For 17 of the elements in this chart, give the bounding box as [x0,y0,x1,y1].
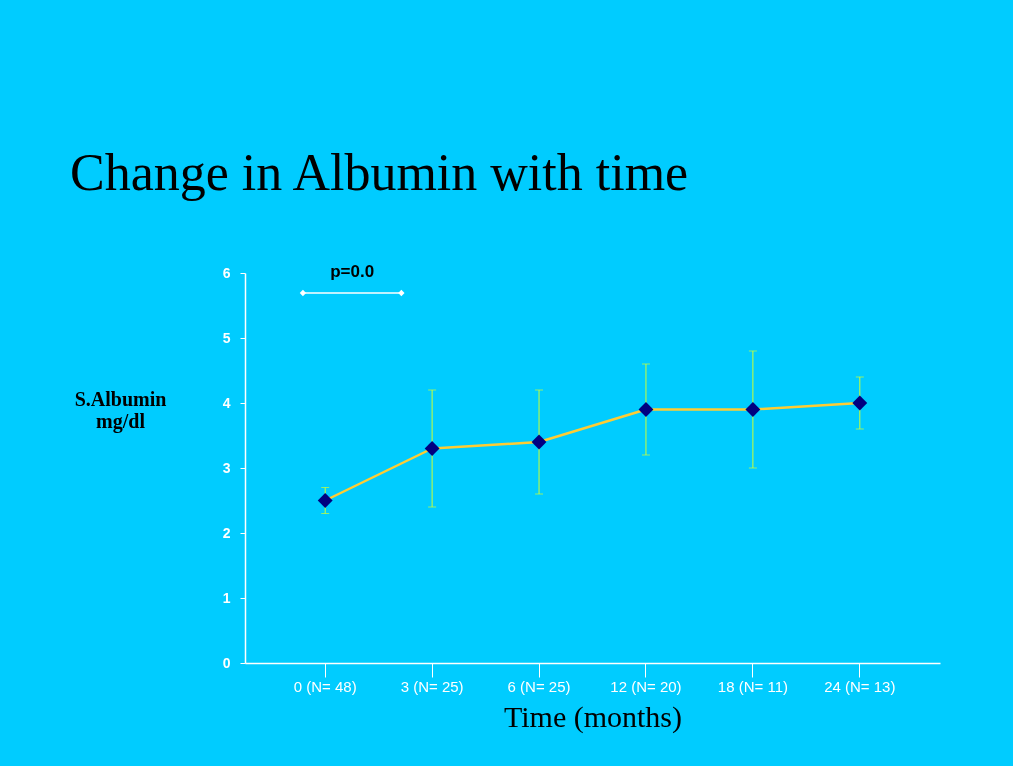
x-tick-label: 6 (N= 25) [507,677,571,695]
y-axis-title: S.Albumin mg/dl [74,388,167,433]
x-tick-label: 12 (N= 20) [610,677,682,695]
y-tick-label: 6 [222,264,231,281]
annotation: p=0.0 [330,262,375,281]
x-tick-label: 24 (N= 13) [824,677,896,695]
y-tick-label: 3 [222,459,231,476]
y-tick-label: 1 [222,589,231,606]
x-tick-label: 0 (N= 48) [293,677,357,695]
y-tick-label: 4 [222,394,231,411]
x-tick-label: 3 (N= 25) [400,677,464,695]
y-tick-label: 0 [222,654,231,671]
x-tick-label: 18 (N= 11) [717,677,788,695]
y-tick-label: 2 [222,524,231,541]
chart-title: Change in Albumin with time [70,144,689,201]
y-tick-label: 5 [222,329,231,346]
x-axis-title: Time (months) [503,699,683,734]
